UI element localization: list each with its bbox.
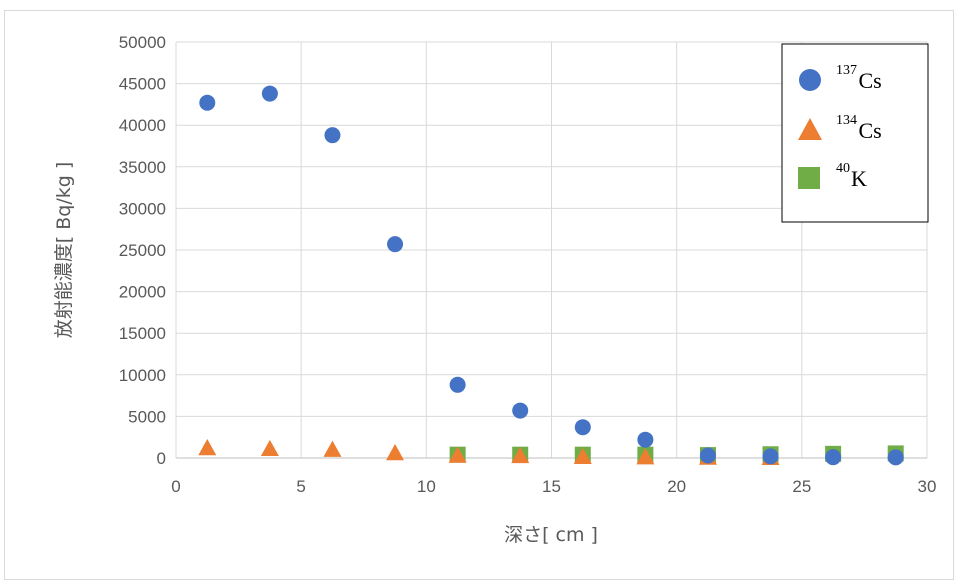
data-point-circle [324,127,341,144]
data-point-circle [825,449,842,466]
legend-square-marker [798,167,820,189]
data-point-circle [512,402,529,419]
tick-labels: 0 5000 10000 15000 20000 25000 30000 35000 40000… [119,33,937,496]
data-points [198,85,904,466]
y-tick-label: 15000 [119,324,166,343]
legend-label-isotope-mass: 40 [836,161,850,176]
x-tick-label: 10 [417,477,436,496]
y-tick-label: 5000 [128,407,166,426]
data-point-triangle [386,444,405,461]
x-tick-label: 0 [171,477,180,496]
data-point-circle [261,85,278,102]
data-point-circle [387,236,404,253]
data-point-triangle [323,440,342,457]
y-tick-label: 0 [157,449,166,468]
legend-triangle-marker [798,118,822,140]
x-tick-label: 15 [542,477,561,496]
legend-label-element: Cs [859,118,882,143]
data-point-triangle [573,447,592,464]
data-point-circle [199,94,216,111]
data-point-circle [574,419,591,436]
x-tick-label: 5 [296,477,305,496]
data-point-triangle [511,446,530,464]
y-tick-label: 45000 [119,75,166,94]
legend-label-element: Cs [859,68,882,93]
x-axis-title: 深さ[ cm ] [504,524,598,546]
x-tick-label: 25 [792,477,811,496]
legend-label-isotope-mass: 137 [836,63,857,78]
y-tick-label: 35000 [119,158,166,177]
data-point-circle [699,447,716,464]
x-tick-label: 30 [918,477,937,496]
axes [175,42,927,459]
data-point-triangle [448,446,467,463]
data-point-triangle [636,448,655,465]
data-point-circle [449,376,466,393]
legend-circle-marker [799,69,821,91]
legend-label-element: K [851,166,867,191]
y-tick-label: 30000 [119,199,166,218]
data-point-triangle [198,439,217,456]
data-point-triangle [260,439,279,457]
y-tick-label: 40000 [119,116,166,135]
y-tick-label: 25000 [119,241,166,260]
y-tick-label: 20000 [119,283,166,302]
y-tick-label: 50000 [119,33,166,52]
y-tick-label: 10000 [119,366,166,385]
x-tick-label: 20 [667,477,686,496]
data-point-circle [637,431,654,448]
data-point-circle [762,448,779,465]
y-axis-title: 放射能濃度[ Bq/kg ] [53,162,75,338]
data-point-circle [887,449,904,466]
legend-label-isotope-mass: 134 [836,113,857,128]
